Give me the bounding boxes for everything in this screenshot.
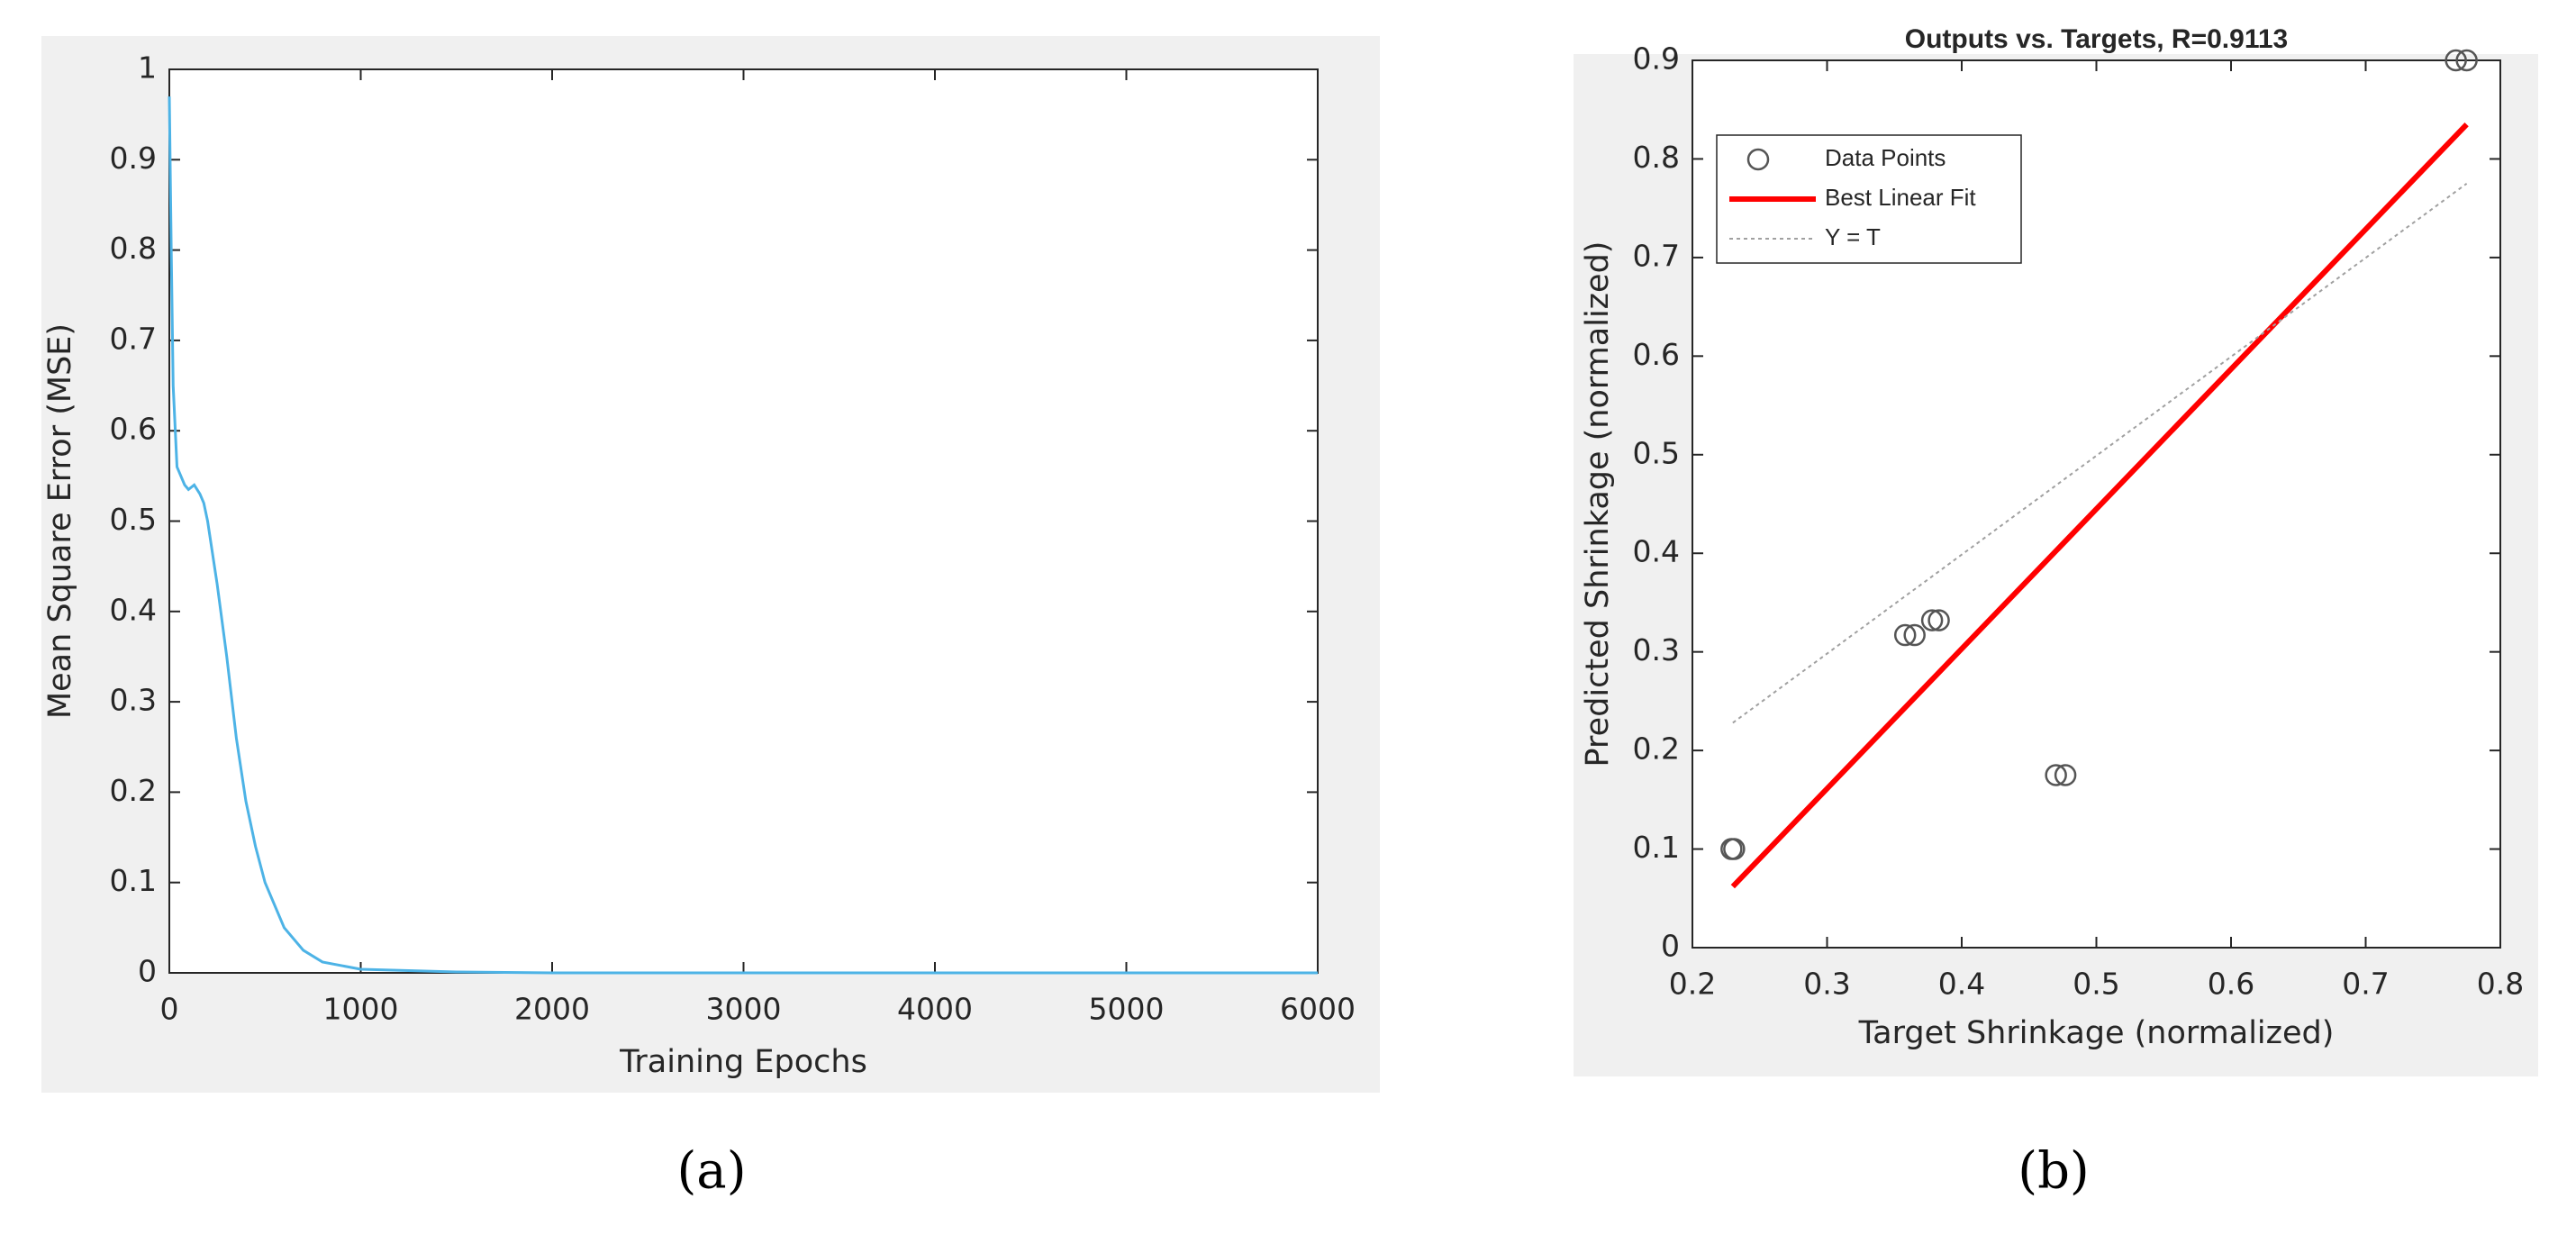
caption: (a) [676, 1142, 746, 1201]
data-point [1903, 623, 1926, 647]
legend-marker [1746, 148, 1770, 171]
x-tick-label: 0.5 [2073, 967, 2119, 1002]
data-point [2444, 49, 2467, 72]
y-tick-label: 0.9 [110, 141, 157, 176]
x-tick-label: 3000 [706, 992, 782, 1027]
y-tick-label: 0.5 [1633, 435, 1680, 470]
y-tick-label: 0 [1661, 929, 1680, 964]
x-tick-label: 4000 [897, 992, 973, 1027]
y-axis-label: Mean Square Error (MSE) [42, 323, 78, 719]
legend-label: Best Linear Fit [1825, 184, 1976, 211]
plot-area [168, 68, 1319, 974]
x-tick-label: 0.7 [2342, 967, 2389, 1002]
data-point [2045, 764, 2067, 786]
chart-title: Outputs vs. Targets, R=0.9113 [1905, 24, 2288, 54]
y-tick-label: 0.3 [110, 683, 157, 718]
y-tick-label: 0.1 [110, 863, 157, 898]
x-tick-label: 2000 [514, 992, 590, 1027]
data-point [1927, 609, 1950, 631]
x-tick-label: 0.6 [2208, 967, 2254, 1002]
x-tick-label: 0.3 [1803, 967, 1850, 1002]
y-tick-label: 0.2 [1633, 731, 1680, 767]
data-point [1920, 609, 1944, 631]
y-tick-label: 0.4 [110, 592, 157, 627]
y-tick-label: 0.7 [1633, 238, 1680, 273]
x-tick-label: 6000 [1280, 992, 1356, 1027]
x-axis-label: Training Epochs [619, 1044, 867, 1080]
legend-label: Data Points [1825, 144, 1946, 171]
y-axis-label: Predicted Shrinkage (normalized) [1580, 241, 1616, 767]
data-line [1732, 183, 2468, 724]
y-tick-label: 0.6 [110, 412, 157, 447]
x-tick-label: 0.4 [1938, 967, 1985, 1002]
y-tick-label: 0.1 [1633, 830, 1680, 865]
x-axis-label: Target Shrinkage (normalized) [1858, 1015, 2335, 1051]
y-tick-label: 0.3 [1633, 632, 1680, 667]
data-point [1723, 838, 1746, 860]
legend-label: Y = T [1825, 223, 1881, 250]
x-tick-label: 0 [160, 992, 179, 1027]
data-point [1893, 623, 1917, 647]
y-tick-label: 0.9 [1633, 41, 1680, 77]
y-tick-label: 0.5 [110, 502, 157, 537]
data-point [2054, 764, 2077, 786]
y-tick-label: 0.7 [110, 321, 157, 356]
x-tick-label: 0.2 [1669, 967, 1716, 1002]
x-tick-label: 1000 [323, 992, 399, 1027]
y-tick-label: 0.8 [1633, 140, 1680, 175]
y-tick-label: 0 [138, 954, 157, 989]
y-tick-label: 0.4 [1633, 534, 1680, 569]
y-tick-label: 0.2 [110, 773, 157, 808]
y-tick-label: 1 [138, 50, 157, 86]
data-line [1730, 123, 2469, 889]
x-tick-label: 5000 [1089, 992, 1165, 1027]
x-tick-label: 0.8 [2477, 967, 2524, 1002]
caption: (b) [2018, 1142, 2090, 1201]
y-tick-label: 0.6 [1633, 337, 1680, 372]
data-point [2455, 49, 2478, 72]
y-tick-label: 0.8 [110, 231, 157, 266]
data-line [168, 96, 1318, 975]
